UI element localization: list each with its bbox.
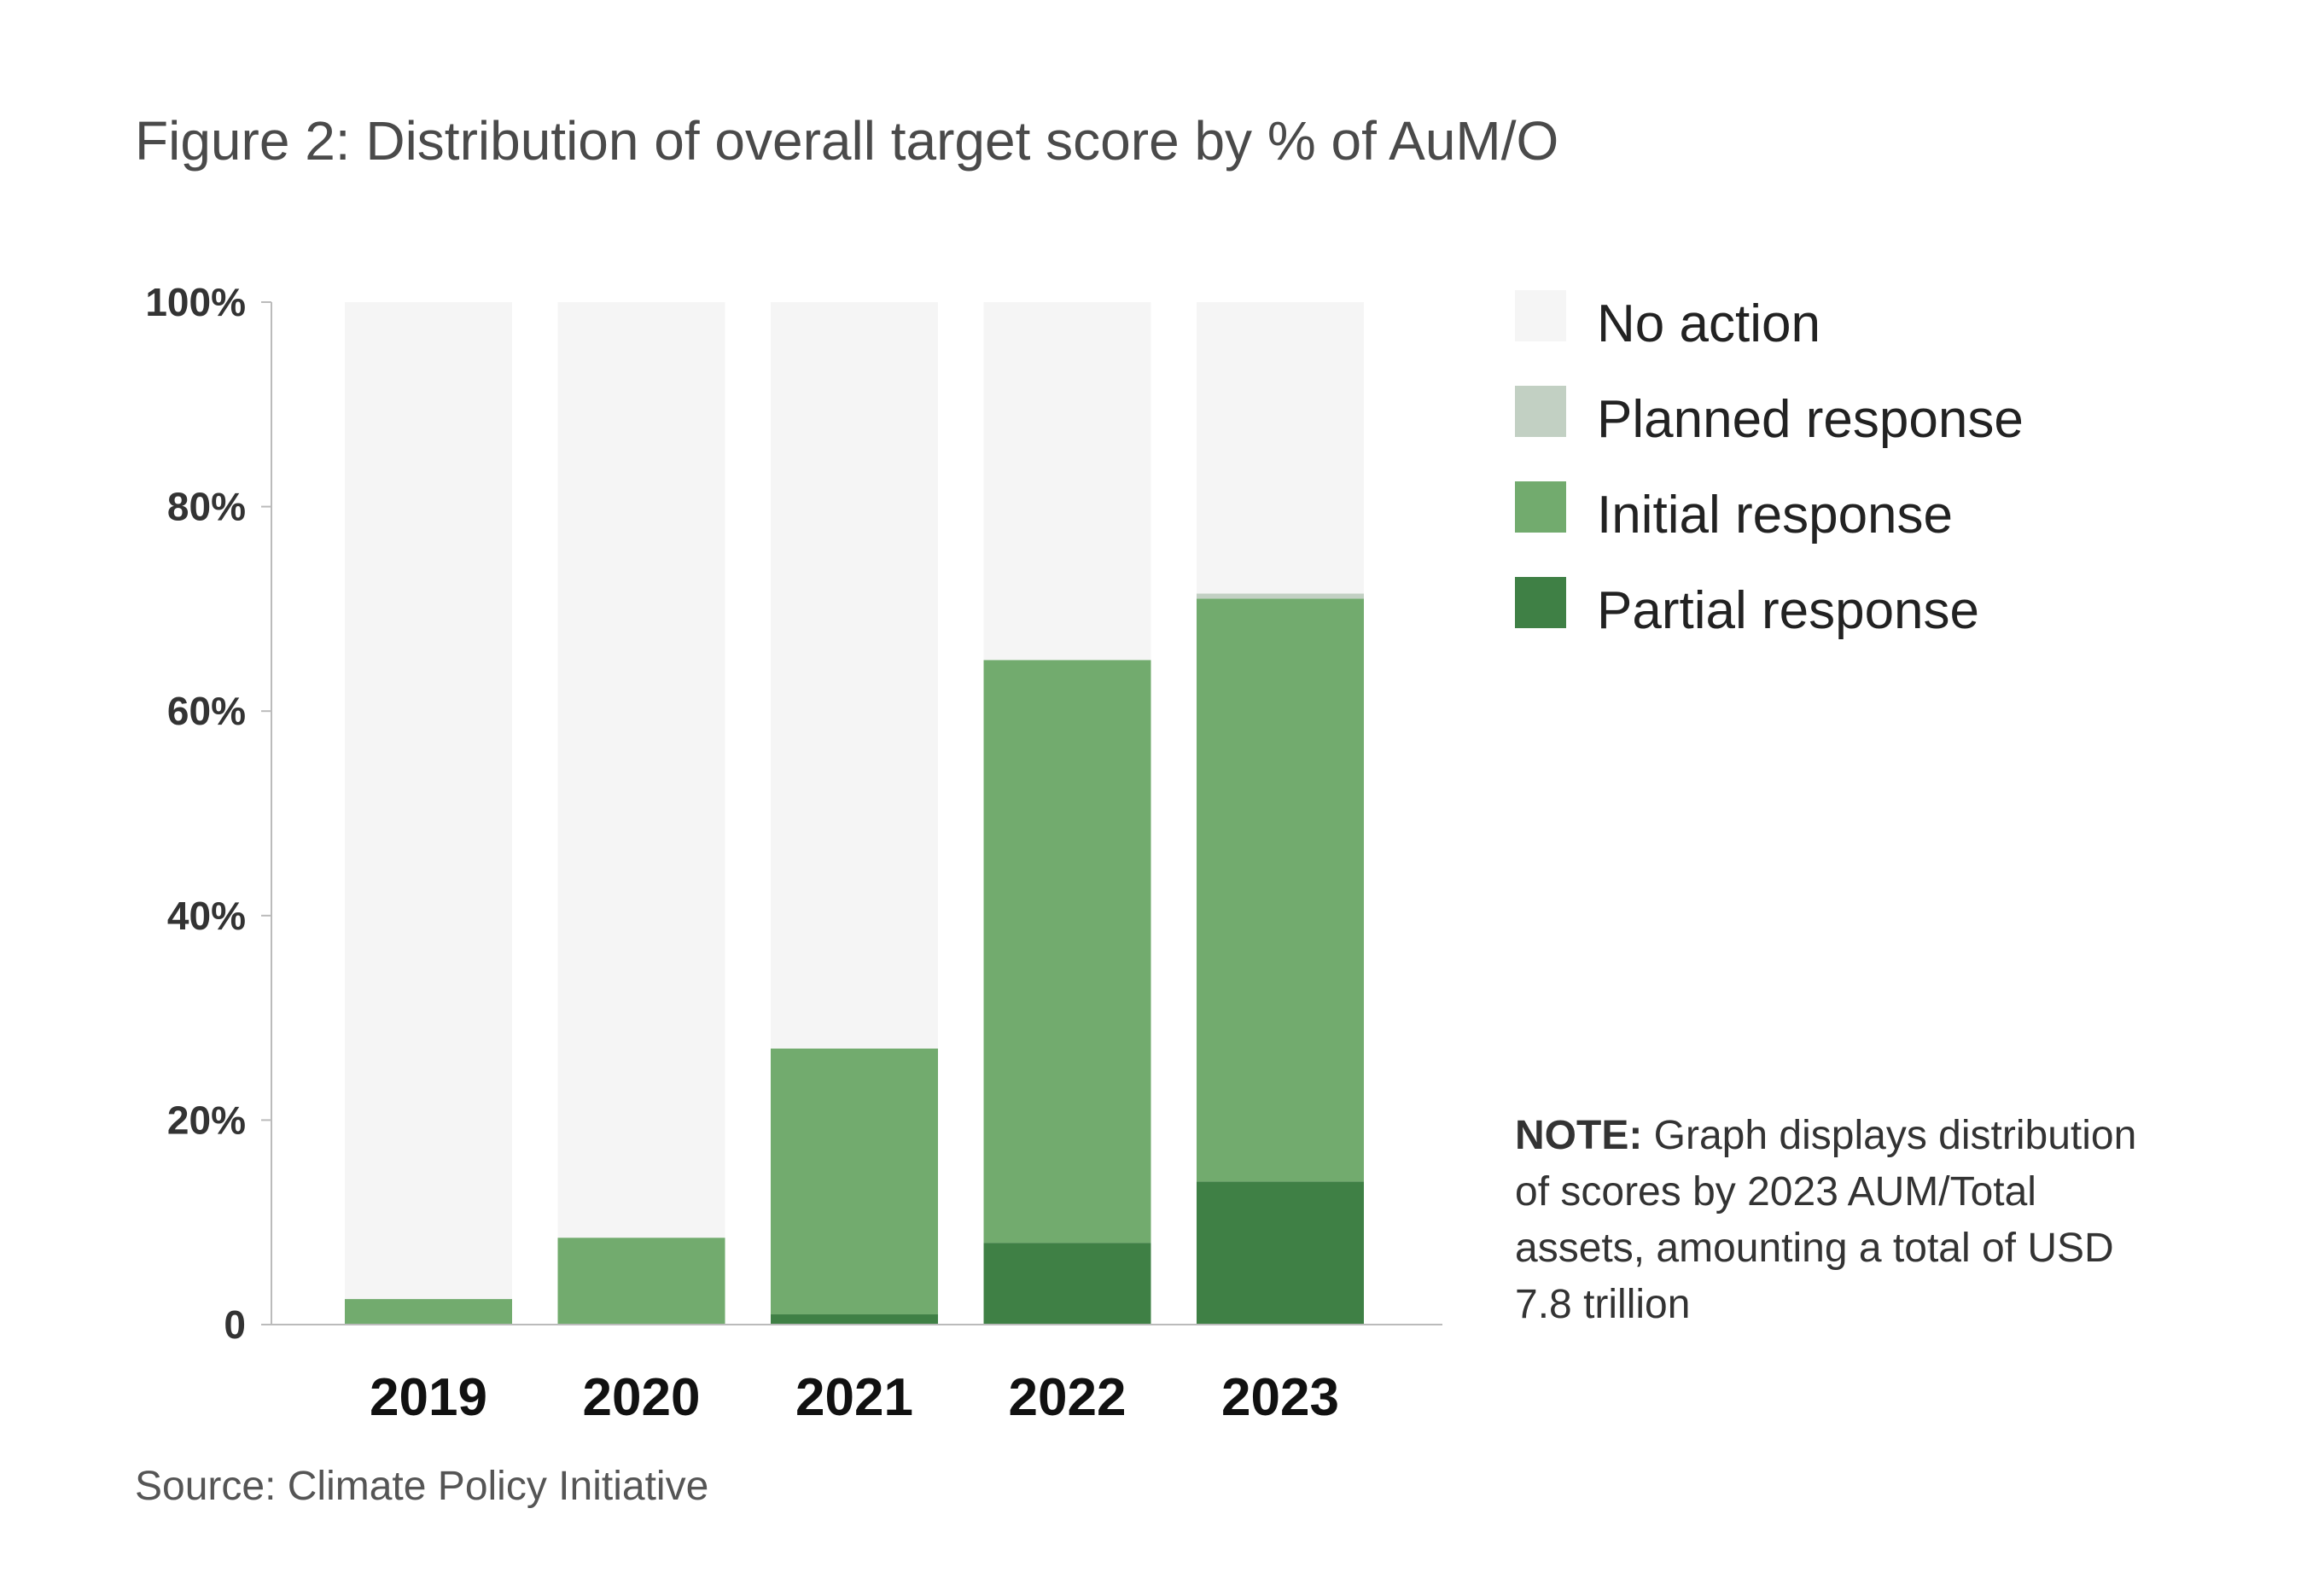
legend-label: Initial response	[1597, 486, 1954, 545]
y-tick-label: 20%	[167, 1098, 246, 1142]
y-tick-label: 100%	[145, 280, 246, 324]
x-tick-label: 2022	[1009, 1368, 1127, 1427]
bar-no-action-2019	[345, 302, 512, 1300]
bar-initial-2020	[557, 1238, 725, 1325]
x-tick-label: 2020	[583, 1368, 701, 1427]
bar-no-action-2022	[983, 302, 1151, 661]
chart-note: NOTE: Graph displays distribution of sco…	[1515, 1108, 2164, 1333]
legend-swatch	[1515, 577, 1566, 628]
bar-partial-2023	[1197, 1181, 1364, 1325]
legend-label: No action	[1597, 294, 1820, 353]
bar-initial-2023	[1197, 598, 1364, 1182]
x-tick-label: 2023	[1221, 1368, 1339, 1427]
bar-partial-2021	[771, 1314, 938, 1325]
y-tick-label: 40%	[167, 894, 246, 938]
legend-label: Partial response	[1597, 581, 1980, 640]
x-tick-label: 2019	[370, 1368, 487, 1427]
legend-swatch	[1515, 386, 1566, 437]
source-caption: Source: Climate Policy Initiative	[135, 1464, 709, 1509]
bar-no-action-2021	[771, 302, 938, 1049]
chart-title: Figure 2: Distribution of overall target…	[135, 110, 1559, 172]
y-tick-label: 60%	[167, 689, 246, 733]
bar-no-action-2023	[1197, 302, 1364, 594]
bar-initial-2021	[771, 1048, 938, 1315]
legend-label: Planned response	[1597, 390, 2024, 449]
x-tick-label: 2021	[795, 1368, 913, 1427]
bar-planned-2023	[1197, 593, 1364, 599]
bar-no-action-2020	[557, 302, 725, 1238]
y-tick-label: 0	[224, 1302, 246, 1347]
legend-swatch	[1515, 290, 1566, 341]
bar-initial-2022	[983, 660, 1151, 1244]
legend-swatch	[1515, 481, 1566, 533]
note-text: Graph displays distribution of scores by…	[1515, 1113, 2137, 1327]
bar-partial-2022	[983, 1243, 1151, 1325]
y-tick-label: 80%	[167, 485, 246, 529]
note-label: NOTE:	[1515, 1113, 1643, 1158]
bar-initial-2019	[345, 1299, 512, 1325]
